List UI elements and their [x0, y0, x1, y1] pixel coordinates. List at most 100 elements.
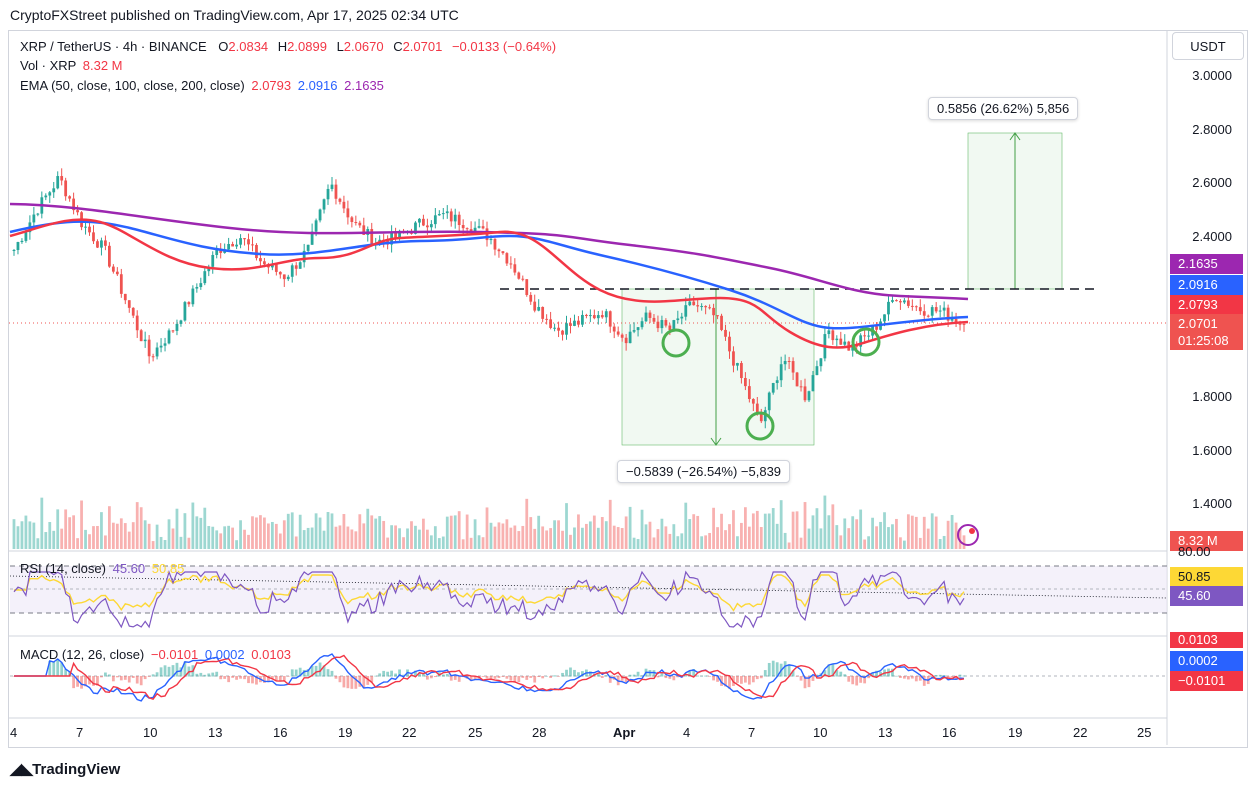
candle	[664, 320, 668, 326]
volume-bar	[779, 500, 783, 549]
volume-bar	[835, 525, 839, 549]
candle	[350, 217, 354, 223]
macd-hist-bar	[565, 669, 568, 677]
volume-bar	[883, 512, 886, 549]
candle	[449, 211, 453, 222]
volume-bar	[390, 525, 393, 549]
tradingview-logo[interactable]: ◢◣ TradingView	[10, 760, 120, 778]
macd-hist-bar	[64, 669, 68, 677]
macd-hist-bar	[581, 671, 584, 677]
volume-bar	[294, 536, 298, 549]
candle	[461, 225, 465, 229]
rsi-label[interactable]: RSI (14, close)	[20, 561, 106, 576]
candle	[581, 314, 584, 325]
volume-bar	[278, 533, 282, 549]
volume-bar	[243, 529, 246, 549]
volume-bar	[533, 528, 537, 549]
ema200-value: 2.1635	[344, 78, 384, 93]
time-tick: 22	[402, 725, 417, 740]
macd-hist-bar	[759, 676, 763, 679]
macd-line	[14, 653, 965, 702]
volume-bar	[298, 514, 302, 549]
macd-hist-bar	[294, 669, 298, 677]
macd-hist-bar	[346, 676, 350, 689]
macd-hist-bar	[624, 676, 628, 683]
macd-hist-bar	[374, 675, 378, 677]
candle	[517, 272, 521, 279]
volume-bar	[346, 526, 350, 549]
currency-button[interactable]: USDT	[1172, 32, 1244, 60]
measure-up-label[interactable]: 0.5856 (26.62%) 5,856	[928, 97, 1079, 120]
macd-hist-bar	[577, 672, 580, 677]
macd-label[interactable]: MACD (12, 26, close)	[20, 647, 145, 662]
volume-bar	[183, 513, 187, 549]
macd-hist-bar	[823, 670, 827, 677]
candle	[755, 403, 759, 413]
macd-hist-bar	[104, 672, 107, 677]
macd-hist-bar	[867, 676, 870, 679]
signal-value: 0.0002	[204, 647, 245, 662]
macd-hist-bar	[767, 662, 771, 677]
ema-label[interactable]: EMA (50, close, 100, close, 200, close)	[20, 78, 245, 93]
candle	[20, 240, 24, 243]
macd-hist-bar	[366, 676, 370, 685]
macd-hist-bar	[493, 676, 497, 679]
candle	[227, 243, 231, 250]
macd-hist-bar	[775, 662, 779, 677]
volume-bar	[318, 517, 322, 549]
volume-bar	[859, 509, 863, 549]
candle	[370, 229, 374, 245]
macd-hist-bar	[398, 669, 401, 677]
candle	[437, 214, 441, 216]
support-circle-1[interactable]	[661, 328, 691, 358]
volume-bar	[843, 518, 847, 549]
candle	[255, 244, 258, 259]
volume-bar	[330, 513, 334, 549]
volume-bar	[127, 531, 131, 549]
measure-down-label[interactable]: −0.5839 (−26.54%) −5,839	[617, 460, 791, 483]
support-circle-3[interactable]	[851, 327, 881, 357]
alert-icon[interactable]	[957, 524, 979, 546]
candle	[163, 343, 167, 346]
time-tick: 22	[1073, 725, 1088, 740]
volume-bar	[68, 517, 72, 549]
macd-hist-bar	[549, 676, 552, 678]
macd-hist-bar	[891, 668, 894, 677]
volume-bar	[445, 516, 449, 549]
macd-hist-bar	[954, 676, 958, 680]
macd-hist-bar	[712, 676, 715, 681]
volume-bar	[223, 526, 227, 549]
macd-hist-bar	[433, 676, 437, 678]
volume-bar	[958, 528, 962, 549]
volume-bar	[72, 515, 75, 549]
volume-bar	[191, 502, 195, 549]
candle	[767, 392, 771, 411]
time-tick: 16	[273, 725, 288, 740]
volume-bar	[863, 539, 867, 549]
macd-hist-bar	[80, 676, 83, 689]
time-tick: 10	[143, 725, 158, 740]
macd-hist-bar	[267, 676, 270, 681]
time-tick: 25	[1137, 725, 1152, 740]
candle	[922, 311, 926, 316]
candle	[111, 266, 115, 272]
macd-value-badge: −0.0101	[1170, 671, 1243, 691]
candle	[680, 316, 684, 319]
support-circle-2[interactable]	[745, 411, 775, 441]
volume-bar	[501, 523, 505, 549]
candle	[278, 271, 282, 275]
rsi-badge: 45.60	[1170, 586, 1243, 606]
macd-hist-bar	[48, 660, 52, 677]
ema100-badge: 2.0916	[1170, 275, 1243, 295]
volume-label[interactable]: Vol · XRP	[20, 58, 77, 73]
macd-hist-bar	[163, 665, 167, 677]
macd-hist-bar	[815, 674, 819, 677]
macd-hist-bar	[692, 669, 696, 677]
macd-hist-bar	[92, 676, 95, 686]
macd-hist-bar	[922, 676, 926, 686]
symbol-name[interactable]: XRP / TetherUS · 4h · BINANCE	[20, 39, 207, 54]
legend-ema-row: EMA (50, close, 100, close, 200, close) …	[20, 78, 384, 93]
rsi-ma-value: 50.85	[151, 561, 185, 576]
volume-bar	[414, 525, 417, 549]
